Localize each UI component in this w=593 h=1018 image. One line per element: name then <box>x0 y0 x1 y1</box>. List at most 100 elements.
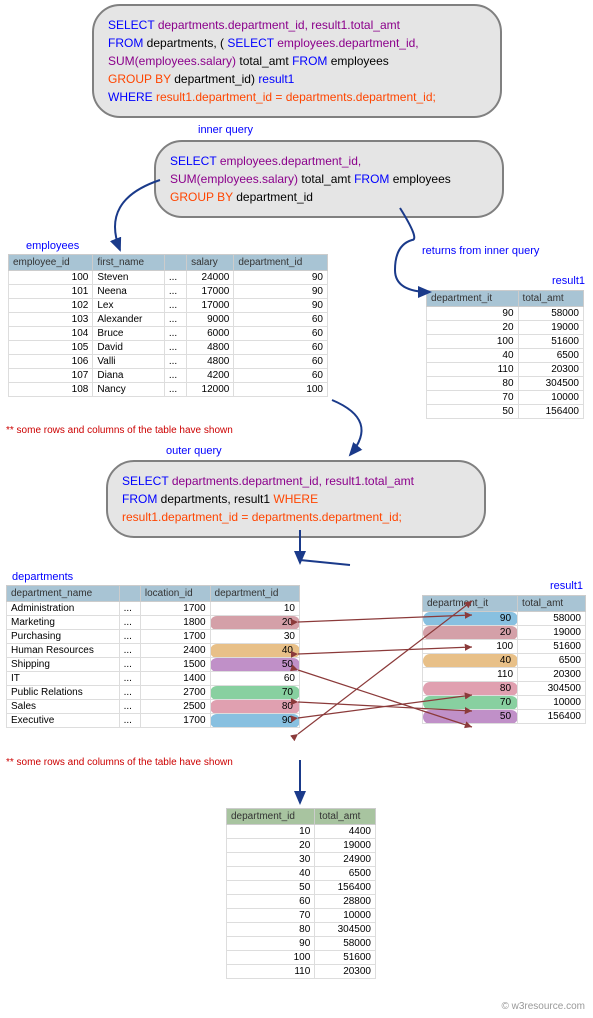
cell: ... <box>164 383 186 397</box>
outer-query-bubble: SELECT departments.department_id, result… <box>106 460 486 538</box>
cell: 105 <box>9 341 93 355</box>
employees-table: employee_idfirst_namesalarydepartment_id… <box>8 254 328 397</box>
cell: ... <box>164 271 186 285</box>
cell: ... <box>164 355 186 369</box>
cell: 19000 <box>518 321 583 335</box>
cell: 19000 <box>315 839 376 853</box>
table-row: 11020300 <box>227 965 376 979</box>
cell: ... <box>119 714 140 728</box>
cell: Public Relations <box>7 686 120 700</box>
cell: 156400 <box>315 881 376 895</box>
col-header: department_id <box>210 586 299 602</box>
cell: 101 <box>9 285 93 299</box>
table-row: 101Neena...1700090 <box>9 285 328 299</box>
col-header: total_amt <box>518 596 586 612</box>
cell: 17000 <box>187 285 234 299</box>
cell: 70 <box>423 696 518 710</box>
note: ** some rows and columns of the table ha… <box>6 425 233 436</box>
cell: 110 <box>427 363 519 377</box>
table-row: Administration...170010 <box>7 602 300 616</box>
col-header: department_id <box>234 255 328 271</box>
cell: ... <box>119 672 140 686</box>
cell: ... <box>119 686 140 700</box>
cell: Diana <box>93 369 164 383</box>
cell: 10000 <box>518 696 586 710</box>
cell: ... <box>164 299 186 313</box>
cell: Human Resources <box>7 644 120 658</box>
cell: 107 <box>9 369 93 383</box>
table-row: 10051600 <box>423 640 586 654</box>
cell: 20 <box>427 321 519 335</box>
kw: WHERE <box>273 492 318 506</box>
cell: 58000 <box>518 307 583 321</box>
inner-query-bubble: SELECT employees.department_id, SUM(empl… <box>154 140 504 218</box>
final-result-table: department_idtotal_amt104400201900030249… <box>226 808 376 979</box>
cell: 2700 <box>140 686 210 700</box>
table-row: 9058000 <box>423 612 586 626</box>
table-row: 2019000 <box>227 839 376 853</box>
table-row: Human Resources...240040 <box>7 644 300 658</box>
cell: Marketing <box>7 616 120 630</box>
cell: 50 <box>210 658 299 672</box>
col-header <box>164 255 186 271</box>
cell: 51600 <box>315 951 376 965</box>
cell: 51600 <box>518 335 583 349</box>
cell: 4200 <box>187 369 234 383</box>
result1-label-2: result1 <box>550 580 583 592</box>
cell: 60 <box>234 313 328 327</box>
cell: 50 <box>227 881 315 895</box>
table-row: 50156400 <box>423 710 586 724</box>
cell: 110 <box>423 668 518 682</box>
cell: Nancy <box>93 383 164 397</box>
cell: 70 <box>427 391 519 405</box>
table-row: 100Steven...2400090 <box>9 271 328 285</box>
t: employees <box>331 54 389 68</box>
cell: 50 <box>423 710 518 724</box>
kw: SELECT <box>122 474 172 488</box>
cell: 24900 <box>315 853 376 867</box>
table-row: 11020300 <box>423 668 586 682</box>
cell: ... <box>119 700 140 714</box>
result1-label: result1 <box>552 275 585 287</box>
table-row: Public Relations...270070 <box>7 686 300 700</box>
cell: 58000 <box>315 937 376 951</box>
table-row: 104400 <box>227 825 376 839</box>
col-header: total_amt <box>518 291 583 307</box>
cell: 104 <box>9 327 93 341</box>
kw: FROM <box>122 492 161 506</box>
cell: 80 <box>423 682 518 696</box>
table-row: IT...140060 <box>7 672 300 686</box>
table-row: 108Nancy...12000100 <box>9 383 328 397</box>
cell: Shipping <box>7 658 120 672</box>
cell: 100 <box>9 271 93 285</box>
cell: 100 <box>234 383 328 397</box>
cell: 304500 <box>518 682 586 696</box>
a: total_amt <box>301 172 354 186</box>
cell: 6500 <box>518 654 586 668</box>
table-row: 7010000 <box>423 696 586 710</box>
fld: employees.department_id, <box>277 36 418 50</box>
table-row: 106Valli...480060 <box>9 355 328 369</box>
table-row: 406500 <box>427 349 584 363</box>
cell: ... <box>164 285 186 299</box>
fld: SUM(employees.salary) <box>108 54 239 68</box>
a: result1 <box>258 72 294 86</box>
cell: 90 <box>234 285 328 299</box>
col-header: employee_id <box>9 255 93 271</box>
table-row: 80304500 <box>227 923 376 937</box>
cell: ... <box>119 616 140 630</box>
cell: 110 <box>227 965 315 979</box>
returns-label: returns from inner query <box>422 245 539 257</box>
col-header: department_name <box>7 586 120 602</box>
cell: Purchasing <box>7 630 120 644</box>
cell: 304500 <box>518 377 583 391</box>
table-row: 2019000 <box>423 626 586 640</box>
cell: David <box>93 341 164 355</box>
table-row: 102Lex...1700090 <box>9 299 328 313</box>
cell: 20 <box>210 616 299 630</box>
cell: 100 <box>427 335 519 349</box>
cell: 90 <box>227 937 315 951</box>
cell: 30 <box>227 853 315 867</box>
cell: 10 <box>227 825 315 839</box>
cell: 6500 <box>315 867 376 881</box>
